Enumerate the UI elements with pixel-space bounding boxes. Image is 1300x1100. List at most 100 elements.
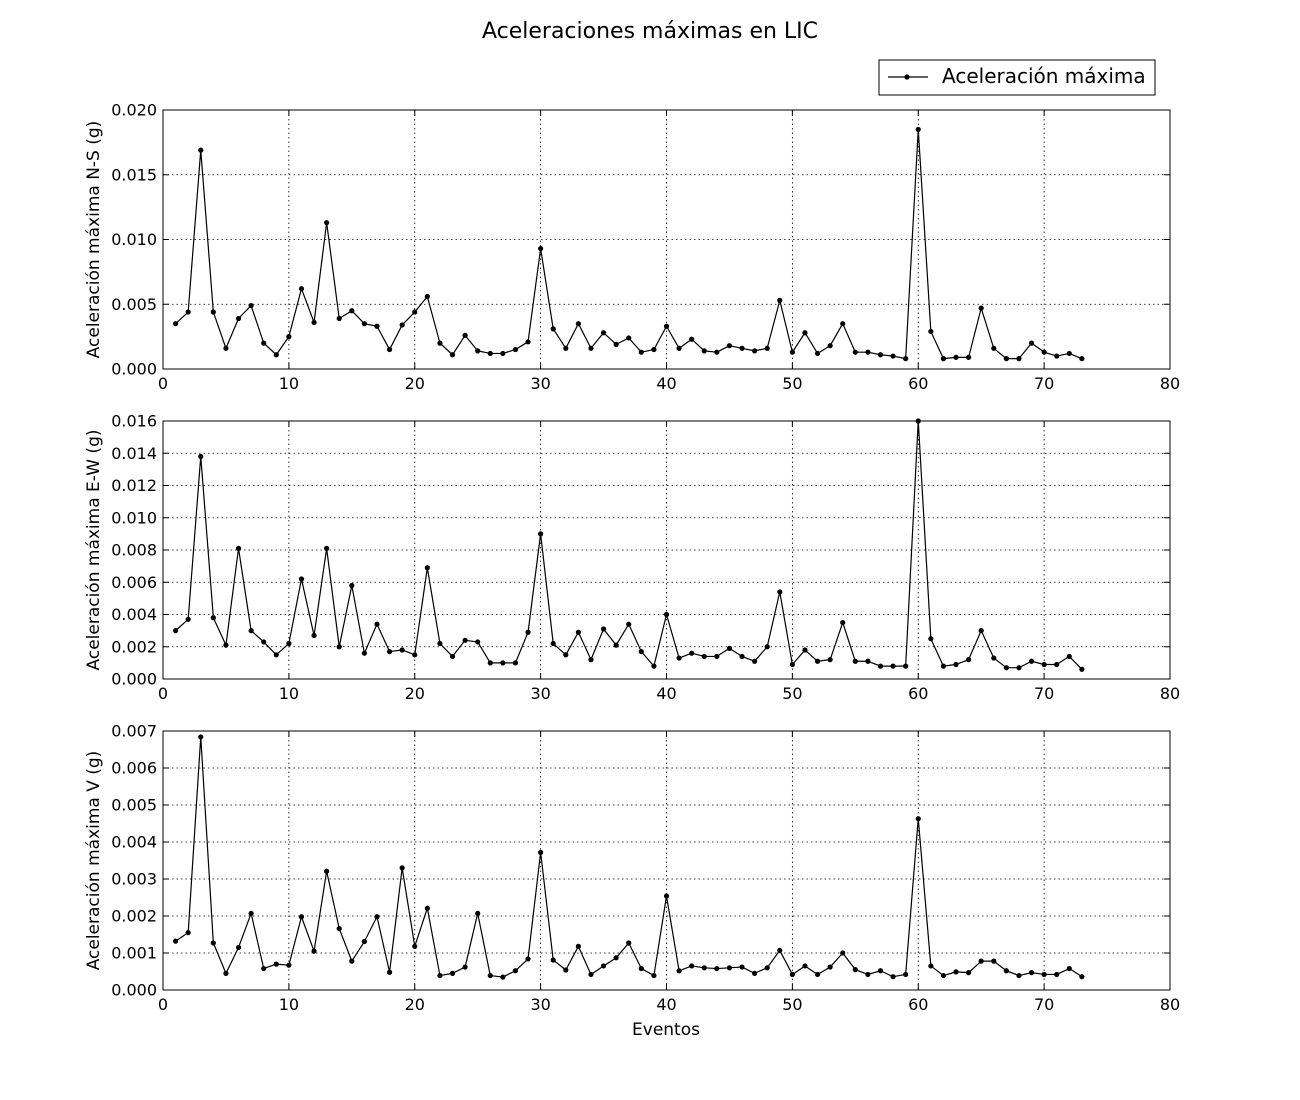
data-point bbox=[487, 350, 493, 357]
data-point bbox=[915, 126, 921, 133]
data-point bbox=[361, 321, 367, 327]
data-point bbox=[512, 660, 519, 666]
y-tick-label: 0.008 bbox=[111, 541, 157, 560]
data-point bbox=[248, 910, 254, 917]
data-point bbox=[676, 968, 682, 974]
data-point bbox=[764, 345, 770, 351]
data-point bbox=[890, 974, 896, 980]
data-point bbox=[386, 648, 393, 655]
data-point bbox=[991, 345, 997, 351]
data-point bbox=[324, 220, 330, 226]
data-point bbox=[651, 972, 657, 979]
data-point bbox=[311, 632, 317, 639]
legend: Aceleración máxima bbox=[878, 59, 1156, 96]
data-point bbox=[311, 319, 317, 325]
data-point bbox=[752, 970, 758, 976]
x-tick-label: 30 bbox=[530, 684, 550, 703]
data-point bbox=[198, 453, 204, 460]
data-point bbox=[273, 961, 279, 967]
x-tick-label: 40 bbox=[656, 374, 676, 393]
data-point bbox=[449, 653, 456, 660]
data-point bbox=[928, 963, 934, 969]
data-point bbox=[538, 245, 544, 252]
data-point bbox=[701, 965, 707, 971]
panel-ew: 0 10 20 30 40 50 60 70 80 0.000 0.002 0.004 0.006 0.0… bbox=[84, 412, 1180, 704]
data-point bbox=[336, 644, 342, 650]
data-point bbox=[210, 940, 216, 946]
data-point bbox=[500, 974, 506, 980]
data-point bbox=[462, 332, 468, 338]
x-tick-label: 40 bbox=[656, 995, 676, 1014]
x-axis-label: Eventos bbox=[632, 1020, 700, 1040]
data-point bbox=[399, 322, 405, 328]
data-point bbox=[223, 970, 229, 976]
x-tick-label: 0 bbox=[158, 374, 168, 393]
data-point bbox=[827, 343, 833, 349]
axes-frame-v bbox=[162, 730, 1171, 991]
data-point bbox=[852, 967, 858, 973]
data-point bbox=[651, 663, 657, 669]
data-point bbox=[663, 323, 670, 329]
data-point bbox=[588, 657, 594, 663]
axes-frame-ns bbox=[162, 109, 1171, 370]
data-point bbox=[966, 970, 972, 976]
y-tick-label: 0.006 bbox=[111, 573, 157, 592]
data-point bbox=[324, 545, 330, 551]
data-point bbox=[1079, 666, 1085, 672]
data-point bbox=[689, 963, 695, 969]
data-point bbox=[953, 969, 959, 975]
data-point bbox=[311, 948, 317, 954]
y-tick-label: 0.002 bbox=[111, 637, 157, 656]
panels: 0 10 20 30 40 50 60 70 80 0.000 0.005 0.010 0.015 0.0… bbox=[84, 101, 1180, 1015]
data-point bbox=[424, 293, 430, 300]
data-point bbox=[701, 653, 707, 660]
data-point bbox=[638, 648, 644, 655]
data-point bbox=[852, 658, 858, 664]
data-point bbox=[978, 628, 984, 634]
data-point bbox=[336, 315, 342, 322]
data-point bbox=[852, 349, 858, 355]
data-point bbox=[689, 336, 695, 342]
data-point bbox=[940, 356, 947, 362]
x-tick-label: 70 bbox=[1034, 995, 1054, 1014]
y-tick-label: 0.016 bbox=[111, 412, 157, 431]
data-point bbox=[802, 647, 808, 653]
data-point bbox=[840, 950, 846, 956]
y-tick-label: 0.010 bbox=[111, 230, 157, 249]
data-point bbox=[550, 326, 556, 332]
data-point bbox=[588, 345, 594, 351]
x-tick-label: 20 bbox=[405, 995, 425, 1014]
data-point bbox=[802, 963, 808, 969]
data-point bbox=[626, 335, 632, 341]
data-point bbox=[638, 965, 644, 972]
data-point bbox=[903, 356, 909, 362]
data-point bbox=[261, 639, 267, 645]
x-tick-label: 70 bbox=[1034, 684, 1054, 703]
data-point bbox=[840, 619, 846, 626]
data-point bbox=[600, 963, 607, 969]
y-axis-label-v: Aceleración máxima V (g) bbox=[84, 751, 104, 971]
data-point bbox=[550, 957, 556, 963]
data-point bbox=[273, 352, 279, 358]
data-point bbox=[487, 660, 493, 666]
data-point bbox=[374, 621, 380, 627]
data-point bbox=[349, 582, 355, 589]
data-point bbox=[575, 629, 581, 635]
data-point bbox=[1066, 653, 1072, 660]
x-tick-label: 0 bbox=[158, 995, 168, 1014]
data-point bbox=[890, 353, 896, 359]
data-point bbox=[966, 657, 972, 663]
data-point bbox=[185, 930, 191, 936]
data-point bbox=[1016, 972, 1022, 979]
data-point bbox=[1003, 665, 1009, 671]
data-point bbox=[261, 340, 267, 346]
y-tick-label: 0.000 bbox=[111, 981, 157, 1000]
data-point bbox=[638, 349, 644, 355]
x-tick-label: 60 bbox=[908, 995, 928, 1014]
data-point bbox=[412, 652, 418, 658]
x-tick-label: 10 bbox=[279, 684, 299, 703]
data-point bbox=[462, 964, 468, 970]
data-point bbox=[953, 661, 959, 668]
x-tick-label: 10 bbox=[279, 995, 299, 1014]
